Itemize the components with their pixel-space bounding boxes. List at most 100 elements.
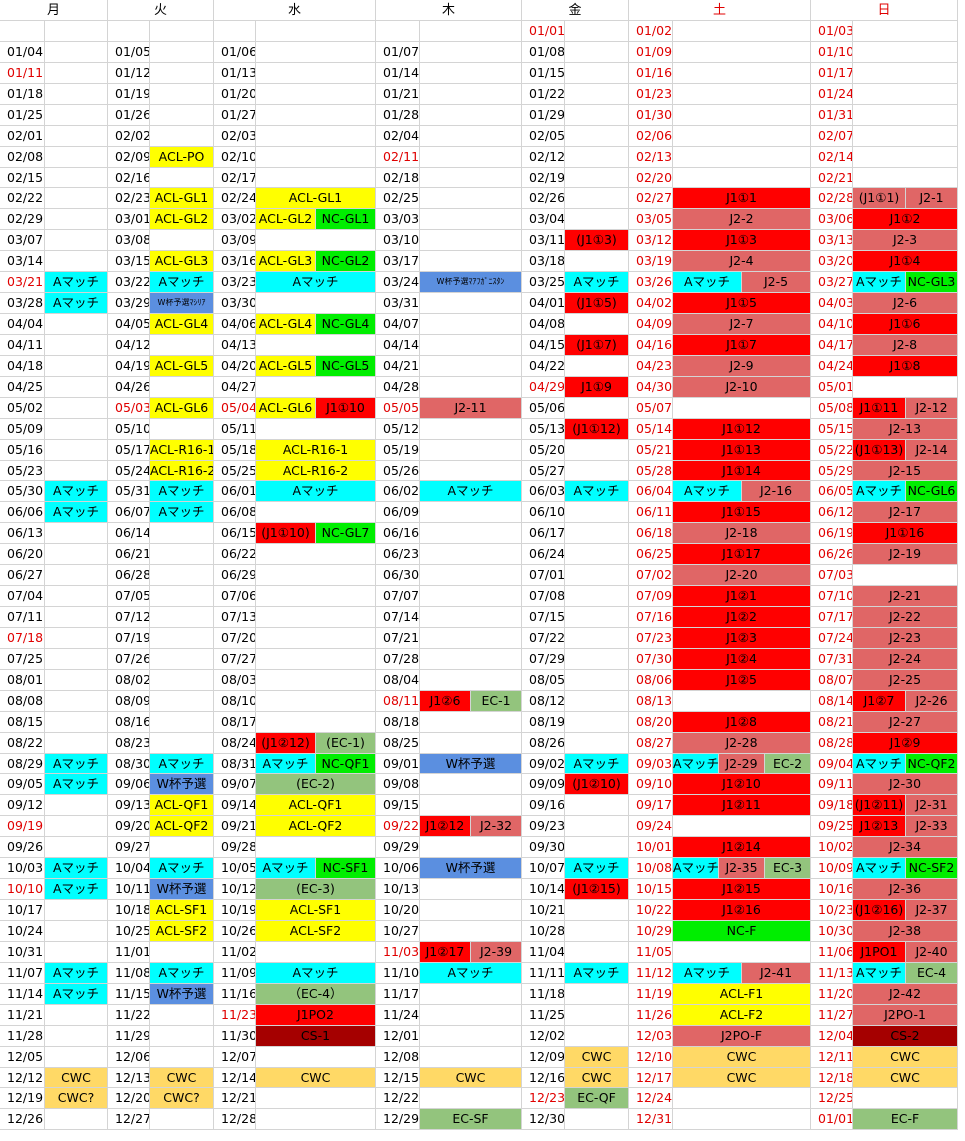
date-cell[interactable]: 07/28: [376, 649, 420, 670]
date-cell[interactable]: 03/22: [108, 272, 150, 293]
event-cell[interactable]: NC-SF2: [906, 858, 958, 879]
event-cell[interactable]: ACL-F1: [673, 984, 811, 1005]
empty-cell[interactable]: [853, 84, 958, 105]
empty-cell[interactable]: [565, 251, 629, 272]
event-cell[interactable]: CWC: [853, 1068, 958, 1088]
date-cell[interactable]: 01/01: [522, 21, 565, 42]
event-cell[interactable]: J2-36: [853, 879, 958, 900]
date-cell[interactable]: 06/19: [811, 523, 853, 544]
date-cell[interactable]: 12/25: [811, 1088, 853, 1109]
event-cell[interactable]: Aマッチ: [150, 481, 214, 502]
date-cell[interactable]: 11/29: [108, 1026, 150, 1047]
event-cell[interactable]: Aマッチ: [853, 754, 906, 774]
date-cell[interactable]: 10/05: [214, 858, 256, 879]
date-cell[interactable]: 09/13: [108, 795, 150, 816]
date-cell[interactable]: 10/11: [108, 879, 150, 900]
date-cell[interactable]: 08/17: [214, 712, 256, 733]
date-cell[interactable]: 09/02: [522, 754, 565, 774]
event-cell[interactable]: Aマッチ: [565, 272, 629, 293]
date-cell[interactable]: 12/20: [108, 1088, 150, 1109]
date-cell[interactable]: 10/13: [376, 879, 420, 900]
empty-cell[interactable]: [256, 1088, 376, 1109]
date-cell[interactable]: 11/04: [522, 942, 565, 963]
event-cell[interactable]: J2-38: [853, 921, 958, 942]
date-cell[interactable]: 09/16: [522, 795, 565, 816]
date-cell[interactable]: 11/10: [376, 963, 420, 984]
event-cell[interactable]: ACL-SF2: [256, 921, 376, 942]
date-cell[interactable]: 10/12: [214, 879, 256, 900]
date-cell[interactable]: 10/03: [0, 858, 45, 879]
empty-cell[interactable]: [853, 377, 958, 398]
empty-cell[interactable]: [45, 523, 108, 544]
event-cell[interactable]: CWC: [420, 1068, 522, 1088]
date-cell[interactable]: 03/19: [629, 251, 673, 272]
empty-cell[interactable]: [256, 84, 376, 105]
empty-cell[interactable]: [673, 42, 811, 63]
event-cell[interactable]: Aマッチ: [150, 858, 214, 879]
event-cell[interactable]: Aマッチ: [565, 963, 629, 984]
event-cell[interactable]: J2-25: [853, 670, 958, 691]
date-cell[interactable]: 04/05: [108, 314, 150, 335]
date-cell[interactable]: 05/17: [108, 440, 150, 461]
empty-cell[interactable]: [150, 837, 214, 858]
date-cell[interactable]: 04/16: [629, 335, 673, 356]
date-cell[interactable]: 09/20: [108, 816, 150, 837]
date-cell[interactable]: 02/25: [376, 188, 420, 209]
date-cell[interactable]: 12/27: [108, 1109, 150, 1130]
event-cell[interactable]: Aマッチ: [256, 754, 316, 774]
empty-cell[interactable]: [256, 691, 376, 712]
date-cell[interactable]: 06/20: [0, 544, 45, 565]
empty-cell[interactable]: [150, 168, 214, 188]
date-cell[interactable]: 02/13: [629, 147, 673, 168]
empty-cell[interactable]: [673, 1088, 811, 1109]
date-cell[interactable]: 07/16: [629, 607, 673, 628]
event-cell[interactable]: EC-4: [906, 963, 958, 984]
date-cell[interactable]: 02/15: [0, 168, 45, 188]
date-cell[interactable]: 01/08: [522, 42, 565, 63]
date-cell[interactable]: 12/24: [629, 1088, 673, 1109]
empty-cell[interactable]: [420, 42, 522, 63]
date-cell[interactable]: 04/27: [214, 377, 256, 398]
event-cell[interactable]: J1②17: [420, 942, 471, 963]
date-cell[interactable]: 09/22: [376, 816, 420, 837]
date-cell[interactable]: 01/13: [214, 63, 256, 84]
date-cell[interactable]: 06/03: [522, 481, 565, 502]
date-cell[interactable]: 05/12: [376, 419, 420, 440]
empty-cell[interactable]: [256, 1109, 376, 1130]
empty-cell[interactable]: [673, 147, 811, 168]
date-cell[interactable]: 05/27: [522, 461, 565, 481]
date-cell[interactable]: 08/04: [376, 670, 420, 691]
event-cell[interactable]: ACL-GL4: [150, 314, 214, 335]
empty-cell[interactable]: [420, 837, 522, 858]
date-cell[interactable]: 03/08: [108, 230, 150, 251]
empty-cell[interactable]: [565, 921, 629, 942]
empty-cell[interactable]: [420, 523, 522, 544]
date-cell[interactable]: 06/09: [376, 502, 420, 523]
event-cell[interactable]: EC-1: [471, 691, 522, 712]
empty-cell[interactable]: [45, 314, 108, 335]
date-cell[interactable]: 04/08: [522, 314, 565, 335]
date-cell[interactable]: 02/28: [811, 188, 853, 209]
empty-cell[interactable]: [45, 356, 108, 377]
event-cell[interactable]: NC-GL2: [316, 251, 376, 272]
date-cell[interactable]: 06/27: [0, 565, 45, 586]
empty-cell[interactable]: [256, 377, 376, 398]
empty-cell[interactable]: [565, 544, 629, 565]
date-cell[interactable]: 07/30: [629, 649, 673, 670]
empty-cell[interactable]: [853, 168, 958, 188]
event-cell[interactable]: J2-10: [673, 377, 811, 398]
empty-cell[interactable]: [45, 1047, 108, 1068]
date-cell[interactable]: 03/18: [522, 251, 565, 272]
date-cell[interactable]: 04/07: [376, 314, 420, 335]
empty-cell[interactable]: [420, 795, 522, 816]
date-cell[interactable]: 08/07: [811, 670, 853, 691]
empty-cell[interactable]: [853, 42, 958, 63]
date-cell[interactable]: 08/25: [376, 733, 420, 754]
empty-cell[interactable]: [45, 147, 108, 168]
event-cell[interactable]: ACL-R16-2: [150, 461, 214, 481]
empty-cell[interactable]: [150, 607, 214, 628]
date-cell[interactable]: 04/04: [0, 314, 45, 335]
empty-cell[interactable]: [45, 251, 108, 272]
date-cell[interactable]: 04/28: [376, 377, 420, 398]
date-cell[interactable]: 05/20: [522, 440, 565, 461]
